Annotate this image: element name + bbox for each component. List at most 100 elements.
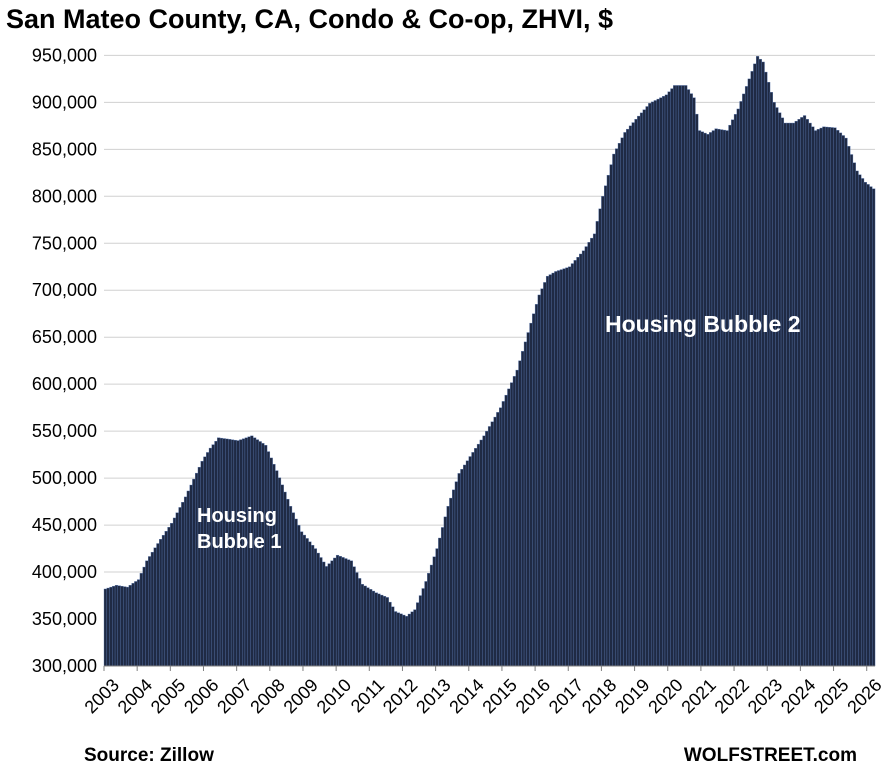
- bar: [493, 416, 497, 667]
- bar: [327, 563, 331, 667]
- bar: [515, 369, 519, 667]
- bar: [659, 97, 663, 667]
- bar: [606, 174, 610, 667]
- bar: [568, 266, 572, 667]
- bar: [471, 452, 475, 667]
- bar: [780, 117, 785, 667]
- annotation-bubble2: Housing Bubble 2: [605, 311, 801, 337]
- bar: [156, 543, 160, 667]
- y-tick-label: 600,000: [32, 374, 97, 394]
- bar: [532, 313, 536, 667]
- bar: [136, 579, 141, 667]
- bar: [435, 548, 439, 667]
- bar: [490, 421, 494, 667]
- bar: [457, 473, 461, 667]
- bar: [352, 566, 356, 667]
- bar: [393, 611, 398, 667]
- bar: [830, 127, 834, 667]
- bar: [662, 96, 666, 667]
- bar: [620, 137, 624, 667]
- x-tick-label: 2021: [677, 675, 719, 717]
- bar: [150, 551, 154, 667]
- bar: [543, 282, 547, 667]
- bar: [534, 304, 539, 667]
- bar: [211, 444, 215, 667]
- bar: [639, 112, 644, 667]
- bar: [330, 560, 334, 667]
- bar: [432, 556, 436, 667]
- bar: [286, 498, 290, 667]
- bar: [487, 426, 492, 667]
- bar: [695, 113, 699, 667]
- bar: [689, 93, 693, 667]
- bar: [802, 115, 807, 667]
- bar: [358, 578, 362, 667]
- x-tick-label: 2024: [777, 675, 819, 717]
- bar: [416, 602, 420, 667]
- bar: [485, 430, 489, 667]
- bar: [872, 188, 876, 667]
- y-axis: 300,000 350,000 400,000 450,000 500,000 550,0…: [32, 45, 97, 676]
- y-tick-label: 400,000: [32, 562, 97, 582]
- bar: [347, 559, 351, 667]
- bar: [523, 341, 528, 667]
- bar: [399, 613, 403, 667]
- bar: [595, 221, 599, 667]
- bar: [302, 534, 306, 667]
- bar: [819, 127, 823, 667]
- bar: [717, 128, 721, 667]
- bar: [396, 612, 400, 667]
- x-tick-label: 2019: [611, 675, 653, 717]
- bar: [822, 126, 826, 667]
- bar: [692, 97, 696, 667]
- bar: [189, 484, 193, 667]
- bar: [678, 85, 682, 667]
- bar: [510, 382, 514, 667]
- bar: [297, 525, 301, 667]
- bar: [592, 233, 597, 667]
- bar: [833, 127, 837, 667]
- bar: [645, 106, 649, 667]
- bar: [684, 85, 688, 667]
- bar: [728, 124, 732, 667]
- bar: [551, 272, 555, 667]
- bar: [736, 108, 740, 667]
- bar: [841, 135, 845, 667]
- bar: [814, 130, 818, 667]
- bar: [767, 81, 771, 667]
- bar: [170, 523, 174, 667]
- bar: [584, 246, 588, 667]
- bar: [438, 537, 442, 667]
- bar: [382, 596, 387, 667]
- x-tick-label: 2011: [347, 675, 389, 717]
- bar: [615, 148, 619, 667]
- bar: [590, 237, 594, 667]
- x-tick-label: 2026: [843, 675, 883, 717]
- bar: [764, 71, 768, 667]
- bar: [852, 162, 856, 667]
- y-tick-label: 450,000: [32, 515, 97, 535]
- bar: [811, 126, 815, 667]
- x-tick-label: 2014: [445, 675, 487, 717]
- bar: [579, 253, 583, 667]
- bar: [545, 275, 550, 667]
- bar: [670, 88, 674, 667]
- bar: [300, 531, 304, 667]
- bar: [617, 143, 621, 667]
- bar: [700, 131, 704, 667]
- bar: [294, 518, 298, 667]
- bar: [291, 512, 295, 667]
- bar: [816, 129, 820, 667]
- bar: [324, 566, 329, 667]
- bar: [601, 196, 605, 667]
- bar: [463, 464, 467, 667]
- bar: [686, 89, 691, 667]
- bar: [385, 597, 389, 667]
- x-tick-label: 2017: [545, 675, 587, 717]
- y-tick-label: 850,000: [32, 139, 97, 159]
- bar: [703, 132, 707, 667]
- bar: [800, 117, 804, 667]
- y-tick-label: 350,000: [32, 609, 97, 629]
- bar: [761, 61, 765, 667]
- bar: [769, 92, 773, 667]
